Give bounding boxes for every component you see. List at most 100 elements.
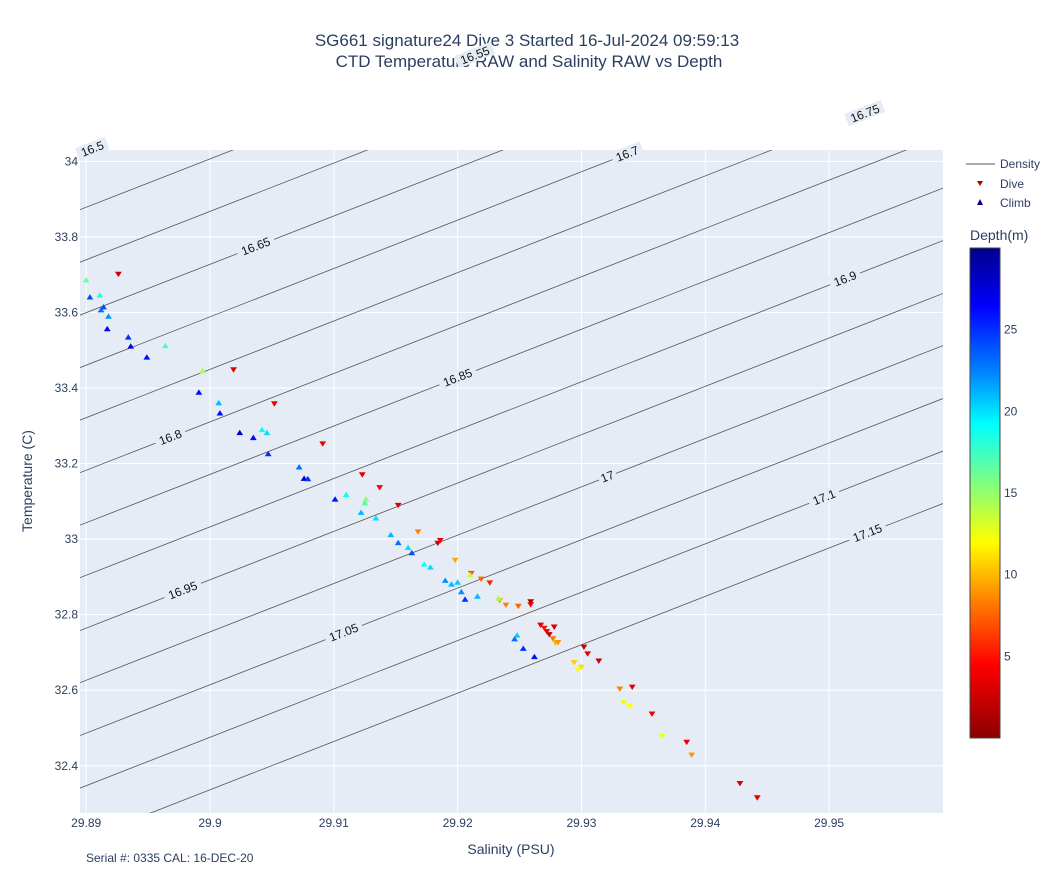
x-tick-label: 29.9 xyxy=(198,816,222,830)
climb-point xyxy=(96,292,104,298)
climb-point xyxy=(124,334,132,340)
density-contour xyxy=(80,150,369,263)
climb-point xyxy=(357,509,365,515)
contour-label-bg xyxy=(806,485,842,509)
dive-point xyxy=(394,502,402,509)
contour-label-bg xyxy=(74,136,110,161)
density-contour xyxy=(80,150,639,368)
dive-point xyxy=(550,624,558,630)
climb-point xyxy=(372,515,380,521)
climb-point xyxy=(263,429,271,436)
y-axis-title: Temperature (C) xyxy=(19,430,35,532)
contour-label-bg xyxy=(844,99,886,127)
climb-point xyxy=(100,303,107,310)
climb-point xyxy=(236,429,244,436)
legend-density-label: Density xyxy=(1000,157,1040,171)
dive-point xyxy=(527,599,535,605)
density-contour xyxy=(80,150,234,211)
climb-point xyxy=(448,581,455,587)
x-tick-label: 29.91 xyxy=(319,816,349,830)
x-axis-title: Salinity (PSU) xyxy=(467,841,554,857)
climb-point xyxy=(127,343,135,349)
climb-point xyxy=(441,577,449,583)
density-contour xyxy=(149,503,943,813)
chart-subtitle: CTD Temperature RAW and Salinity RAW vs … xyxy=(336,52,723,71)
dive-point xyxy=(514,603,522,610)
density-contours xyxy=(80,150,943,813)
dive-point xyxy=(584,651,592,657)
x-tick-label: 29.89 xyxy=(71,816,101,830)
density-contour xyxy=(80,450,943,789)
dive-point xyxy=(620,700,627,706)
density-contour xyxy=(80,240,943,579)
contour-label-bg xyxy=(323,618,365,646)
climb-point xyxy=(249,434,257,441)
y-tick-label: 33.6 xyxy=(55,305,79,319)
density-contour xyxy=(80,187,943,526)
climb-point xyxy=(331,496,339,502)
climb-point xyxy=(69,290,76,295)
dive-point xyxy=(477,576,485,582)
climb-point xyxy=(511,636,518,642)
climb-point xyxy=(404,544,412,550)
dive-point xyxy=(595,658,603,664)
density-contour xyxy=(80,345,943,684)
climb-point xyxy=(143,354,151,360)
contour-label-bg xyxy=(454,41,496,69)
y-tick-label: 34 xyxy=(65,154,79,168)
y-tick-label: 32.4 xyxy=(55,759,79,773)
climb-point xyxy=(362,496,370,502)
legend-climb-marker xyxy=(977,199,983,205)
contour-label-bg xyxy=(596,466,619,486)
dive-point xyxy=(545,632,553,638)
dive-point xyxy=(626,703,634,710)
climb-point xyxy=(461,596,469,602)
colorbar-tick-label: 10 xyxy=(1004,568,1018,582)
contour-label-bg xyxy=(827,266,863,291)
density-contour xyxy=(80,150,504,316)
climb-point xyxy=(457,588,465,595)
colorbar-ticks: 5 10 15 20 25 xyxy=(1004,323,1018,664)
dive-point xyxy=(753,795,761,801)
dive-point xyxy=(540,625,548,632)
y-tick-label: 33.8 xyxy=(55,230,79,244)
dive-point xyxy=(358,472,366,478)
density-contour xyxy=(80,150,773,421)
contour-label-bg xyxy=(152,424,188,449)
data-markers xyxy=(69,271,761,801)
dive-point xyxy=(527,602,535,608)
dive-point xyxy=(648,711,656,717)
legend-dive-marker xyxy=(977,181,983,186)
axis-ticks: 29.89 29.9 29.91 29.92 29.93 29.94 29.95 32.4 32… xyxy=(55,154,845,830)
climb-point xyxy=(361,500,369,506)
climb-point xyxy=(215,399,223,406)
dive-point xyxy=(543,629,551,635)
density-contour-label: 16.75 xyxy=(848,101,881,125)
dive-point xyxy=(502,602,510,609)
dive-point xyxy=(658,733,666,740)
dive-point xyxy=(628,684,636,691)
plot-area xyxy=(80,150,943,813)
dive-point xyxy=(570,660,578,666)
climb-point xyxy=(454,579,462,585)
dive-point xyxy=(376,485,384,491)
colorbar-tick-label: 25 xyxy=(1004,323,1018,337)
climb-point xyxy=(105,313,112,319)
y-tick-label: 33.4 xyxy=(55,381,79,395)
density-contour xyxy=(80,150,908,473)
climb-point xyxy=(408,549,416,556)
x-tick-label: 29.93 xyxy=(566,816,596,830)
dive-point xyxy=(549,636,557,642)
colorbar: Depth(m) 5 10 15 20 25 xyxy=(969,227,1028,739)
dive-point xyxy=(467,570,475,577)
colorbar-tick-label: 5 xyxy=(1004,649,1011,663)
climb-point xyxy=(474,593,481,599)
climb-point xyxy=(531,653,538,660)
climb-point xyxy=(162,342,169,349)
dive-point xyxy=(486,580,494,586)
climb-point xyxy=(495,595,502,601)
footer-serial: Serial #: 0335 CAL: 16-DEC-20 xyxy=(86,851,254,865)
dive-point xyxy=(580,644,588,650)
colorbar-tick-label: 20 xyxy=(1004,404,1018,418)
